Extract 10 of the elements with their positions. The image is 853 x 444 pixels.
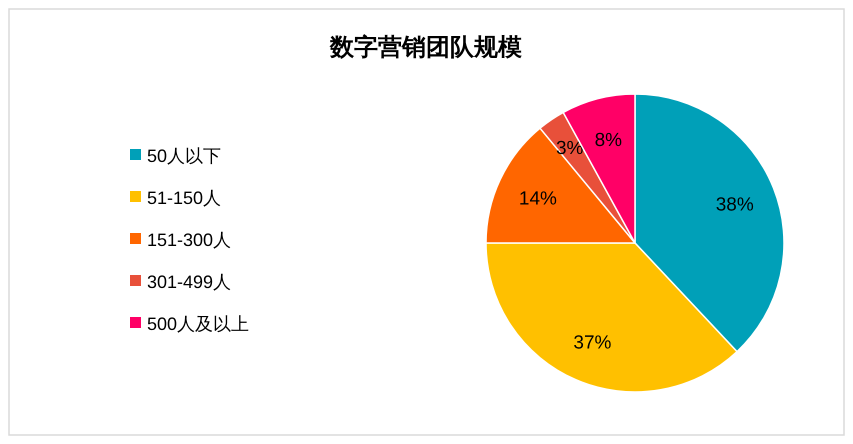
data-label: 8% — [594, 130, 622, 152]
chart-title: 数字营销团队规模 — [329, 33, 522, 61]
data-label: 37% — [573, 332, 612, 354]
legend-label: 301-499人 — [147, 272, 232, 292]
legend-label: 51-150人 — [147, 188, 222, 208]
legend-label: 50人以下 — [147, 146, 222, 166]
legend-label: 500人及以上 — [147, 314, 250, 334]
legend-label: 151-300人 — [147, 230, 232, 250]
data-label: 14% — [518, 188, 558, 210]
data-label: 38% — [716, 194, 754, 216]
